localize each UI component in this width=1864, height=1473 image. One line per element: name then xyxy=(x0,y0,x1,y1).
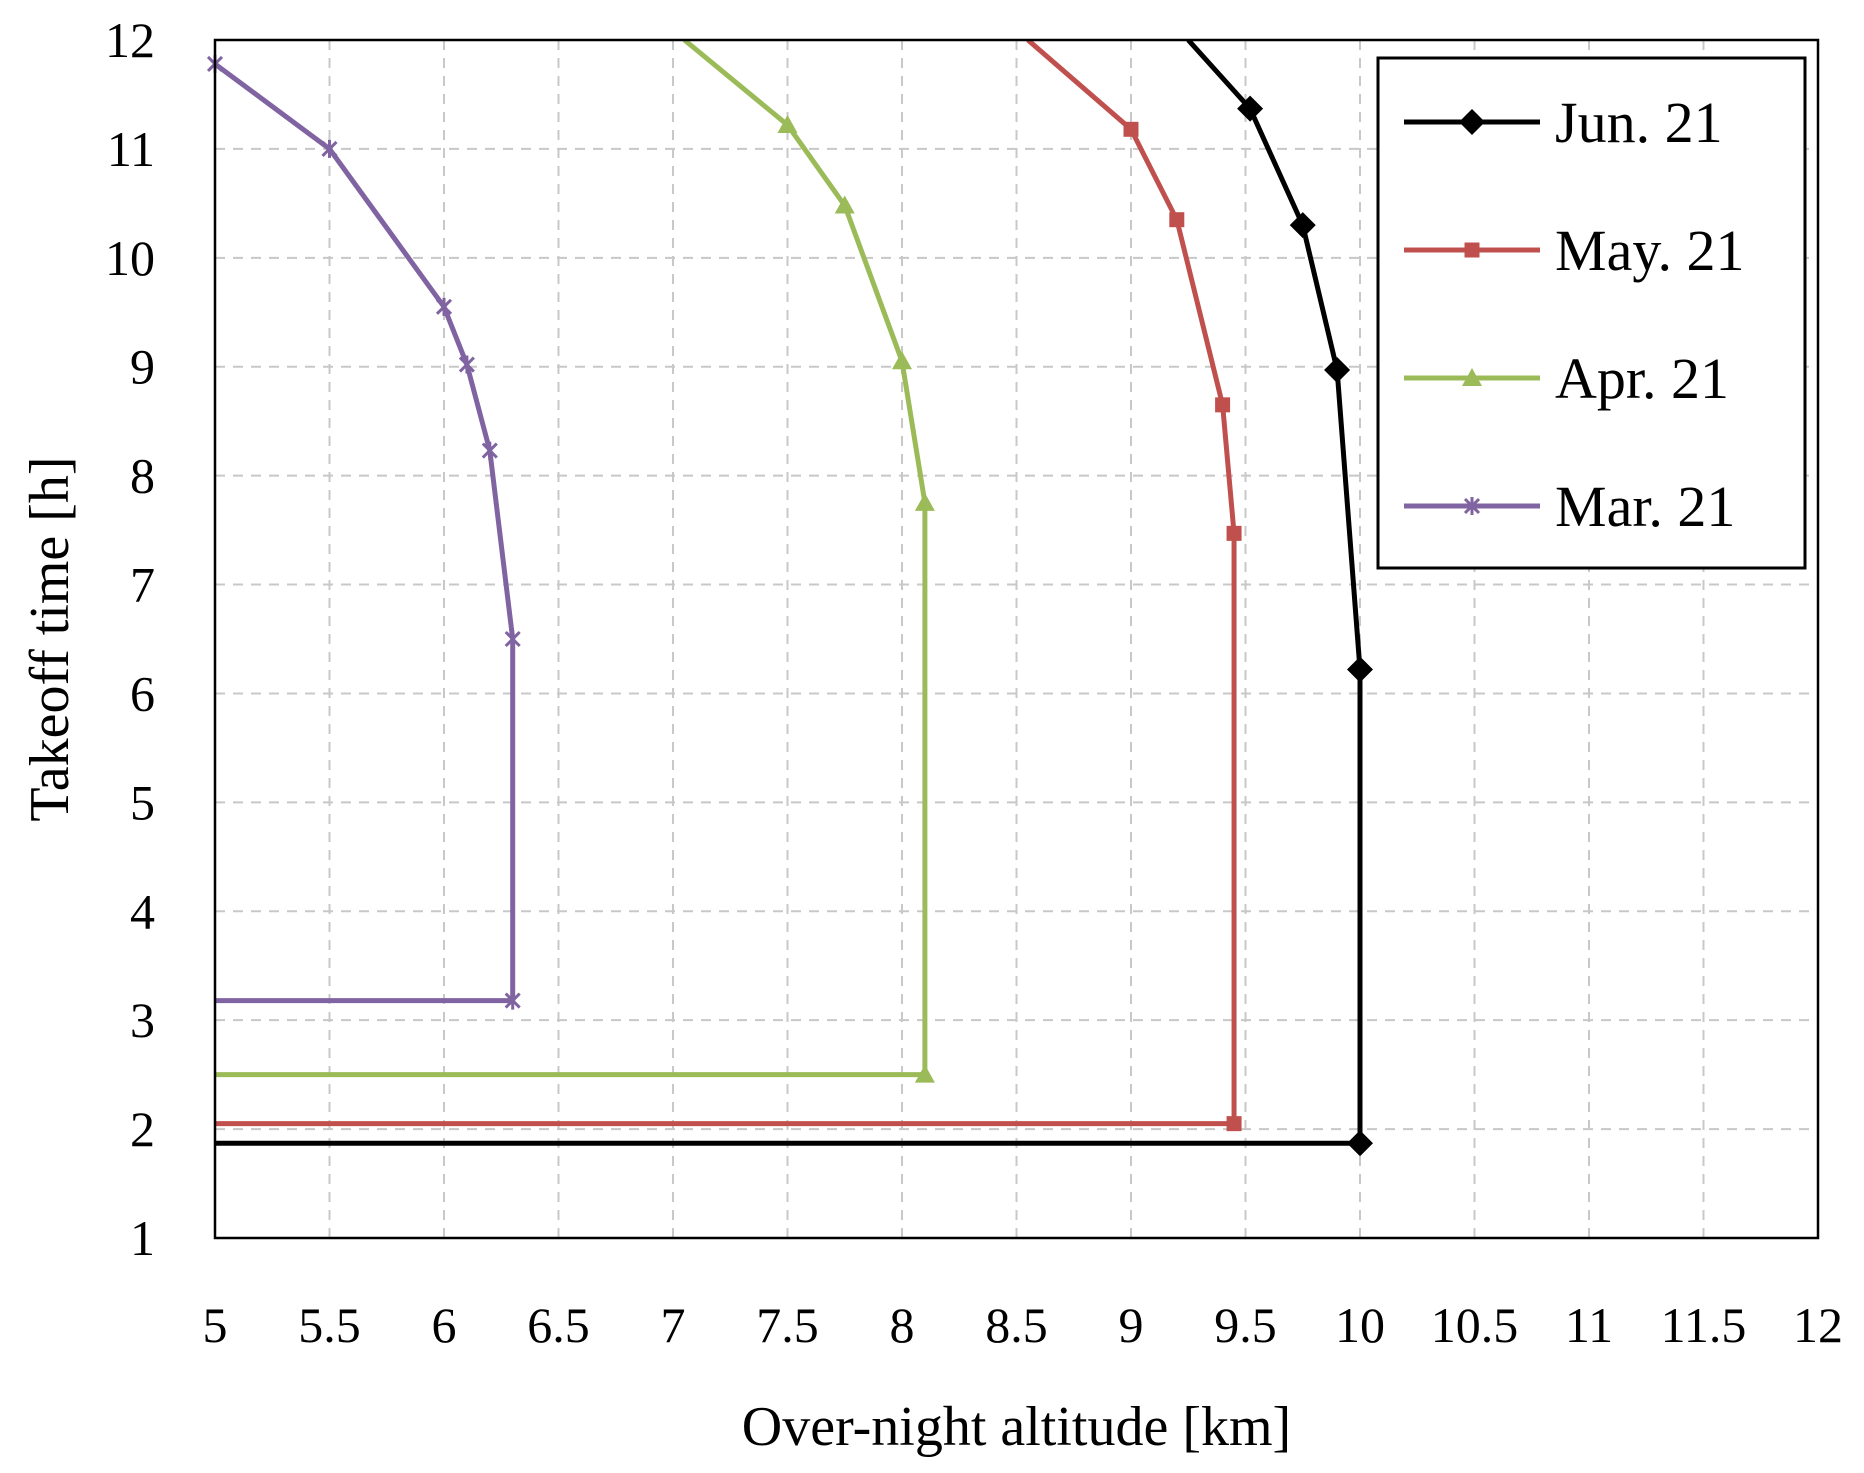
x-tick-label: 12 xyxy=(1793,1297,1843,1353)
data-point xyxy=(458,355,475,374)
series-0 xyxy=(215,40,1373,1157)
legend-item: May. 21 xyxy=(1404,218,1745,283)
data-point xyxy=(1347,656,1373,683)
y-tick-label: 1 xyxy=(130,1210,155,1266)
data-point xyxy=(914,492,935,511)
legend-item: Jun. 21 xyxy=(1404,90,1723,155)
data-point xyxy=(481,441,498,460)
series-2 xyxy=(215,40,935,1083)
x-tick-label: 10.5 xyxy=(1431,1297,1519,1353)
legend: Jun. 21 May. 21 Apr. 21 Mar. 21 xyxy=(1376,56,1807,570)
y-tick-label: 4 xyxy=(130,883,155,939)
legend-item: Mar. 21 xyxy=(1404,474,1735,539)
series-line xyxy=(215,40,928,1078)
data-point xyxy=(1226,525,1242,541)
legend-label: Mar. 21 xyxy=(1555,474,1735,539)
y-tick-label: 12 xyxy=(105,12,155,68)
data-point xyxy=(321,139,338,158)
x-tick-label: 5 xyxy=(203,1297,228,1353)
x-tick-label: 11 xyxy=(1565,1297,1613,1353)
y-tick-label: 6 xyxy=(130,665,155,721)
series-3 xyxy=(206,54,521,1010)
data-point xyxy=(834,195,855,214)
legend-label: May. 21 xyxy=(1555,218,1745,283)
x-tick-label: 8 xyxy=(890,1297,915,1353)
series-line xyxy=(215,61,516,1004)
data-point xyxy=(1289,212,1316,239)
x-tick-label: 10 xyxy=(1335,1297,1385,1353)
data-point xyxy=(504,630,521,648)
data-point xyxy=(892,351,912,370)
x-tick-label: 5.5 xyxy=(298,1297,361,1353)
y-tick-label: 8 xyxy=(130,448,155,504)
data-point xyxy=(1169,212,1185,228)
x-tick-label: 7 xyxy=(661,1297,686,1353)
x-axis-ticks: 5 5.5 6 6.5 7 7.5 8 8.5 9 9.5 10 10.5 11 11.5 12 xyxy=(203,1297,1844,1353)
data-point xyxy=(504,991,521,1010)
x-tick-label: 8.5 xyxy=(985,1297,1048,1353)
y-tick-label: 5 xyxy=(130,774,155,830)
x-axis-title: Over-night altitude [km] xyxy=(742,1396,1291,1458)
data-point xyxy=(1123,121,1139,137)
data-point xyxy=(1324,356,1351,383)
y-tick-label: 9 xyxy=(130,339,155,395)
y-tick-label: 2 xyxy=(130,1101,155,1157)
x-tick-label: 11.5 xyxy=(1661,1297,1747,1353)
series-lines xyxy=(206,40,1373,1157)
data-point xyxy=(1215,397,1231,413)
data-point xyxy=(435,297,453,316)
legend-marker xyxy=(1464,242,1480,258)
legend-marker xyxy=(1462,368,1482,386)
y-tick-label: 7 xyxy=(130,557,155,613)
x-tick-label: 9.5 xyxy=(1214,1297,1277,1353)
data-point xyxy=(1347,1130,1373,1157)
x-tick-label: 9 xyxy=(1119,1297,1144,1353)
plot-area xyxy=(213,38,1820,1240)
data-point xyxy=(1237,95,1264,122)
data-point xyxy=(914,1064,935,1083)
series-1 xyxy=(215,40,1242,1132)
legend-label: Jun. 21 xyxy=(1555,90,1723,155)
y-tick-label: 3 xyxy=(130,992,155,1048)
legend-box xyxy=(1376,56,1807,570)
data-point xyxy=(777,114,798,133)
y-tick-label: 10 xyxy=(105,230,155,286)
legend-marker xyxy=(1463,497,1481,515)
x-tick-label: 6.5 xyxy=(527,1297,590,1353)
legend-item: Apr. 21 xyxy=(1404,346,1729,411)
y-tick-label: 11 xyxy=(107,121,155,177)
legend-marker xyxy=(1459,109,1485,135)
x-tick-label: 7.5 xyxy=(756,1297,819,1353)
legend-label: Apr. 21 xyxy=(1555,346,1729,411)
data-point xyxy=(1226,1116,1242,1132)
x-tick-label: 6 xyxy=(432,1297,457,1353)
y-axis-title: Takeoff time [h] xyxy=(19,456,81,821)
